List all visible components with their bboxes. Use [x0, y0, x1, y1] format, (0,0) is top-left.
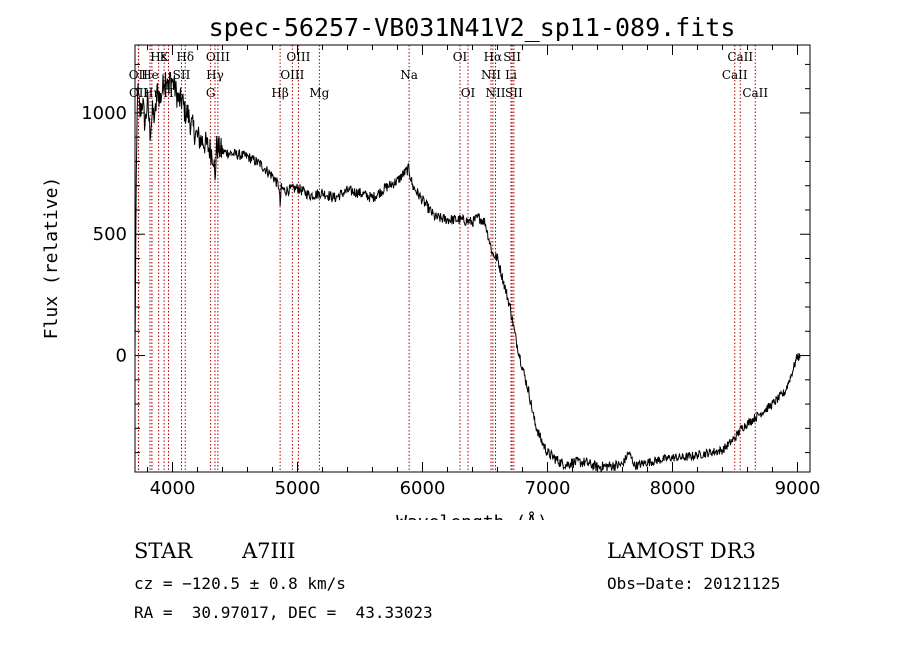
- observation-date: Obs−Date: 20121125: [607, 574, 781, 593]
- redshift-cz: cz = −120.5 ± 0.8 km/s: [134, 574, 346, 593]
- line-label-caii: CaII: [727, 50, 753, 64]
- line-label-oi: OI: [461, 86, 476, 100]
- spectral-subclass: A7III: [242, 539, 296, 563]
- line-label-na: Na: [400, 68, 418, 82]
- line-label-nii: NII: [486, 86, 506, 100]
- plot-frame: [134, 44, 811, 473]
- spectral-line-markers: [137, 45, 756, 472]
- line-label-hγ: Hγ: [206, 68, 224, 82]
- spectrum-plot: spec-56257-VB031N41V2_sp11-089.fits HεK H…: [41, 13, 820, 520]
- line-label-mg: Mg: [309, 86, 329, 100]
- y-tick-label: 1000: [81, 103, 127, 124]
- line-label-k: K: [160, 50, 170, 64]
- axis-tick-labels: 4000 5000 6000 7000 8000 9000 0 500 1000: [81, 103, 820, 499]
- x-axis-label: Wavelength (Å): [396, 511, 548, 520]
- line-label-sii: SII: [503, 50, 521, 64]
- chart-title: spec-56257-VB031N41V2_sp11-089.fits: [209, 13, 736, 42]
- x-tick-label: 6000: [400, 478, 446, 499]
- x-tick-label: 8000: [650, 478, 696, 499]
- line-label-he: He: [141, 68, 159, 82]
- line-label-oiii: OIII: [280, 68, 304, 82]
- line-label-hα: Hα: [484, 50, 503, 64]
- line-label-oii: OII: [129, 68, 149, 82]
- x-tick-label: 4000: [150, 478, 196, 499]
- line-label-hβ: Hβ: [271, 86, 288, 100]
- line-label-nii: NII: [481, 68, 501, 82]
- y-tick-label: 0: [116, 346, 127, 367]
- line-label-g: G: [206, 86, 216, 100]
- line-label-sii: SII: [505, 86, 523, 100]
- line-label-oiii: OIII: [286, 50, 310, 64]
- object-class: STAR: [134, 539, 193, 563]
- line-label-li: Li: [505, 68, 517, 82]
- axis-ticks: [135, 45, 810, 472]
- line-label-hε: Hε: [150, 50, 167, 64]
- line-label-caii: CaII: [742, 86, 768, 100]
- survey-name: LAMOST DR3: [607, 539, 756, 563]
- line-label-hδ: Hδ: [176, 50, 194, 64]
- x-tick-label: 9000: [775, 478, 821, 499]
- x-tick-label: 7000: [525, 478, 571, 499]
- line-label-sii: SII: [173, 68, 191, 82]
- y-axis-label: Flux (relative): [41, 177, 62, 340]
- x-tick-label: 5000: [275, 478, 321, 499]
- spectrum-series: [134, 71, 801, 472]
- ra-dec-coordinates: RA = 30.97017, DEC = 43.33023: [134, 603, 433, 622]
- line-label-oiii: OIII: [206, 50, 230, 64]
- line-label-oi: OI: [453, 50, 468, 64]
- line-label-caii: CaII: [722, 68, 748, 82]
- y-tick-label: 500: [93, 224, 127, 245]
